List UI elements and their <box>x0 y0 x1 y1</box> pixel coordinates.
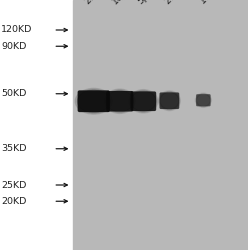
Text: 25KD: 25KD <box>1 180 27 190</box>
Text: 50KD: 50KD <box>1 89 27 98</box>
FancyBboxPatch shape <box>196 94 211 106</box>
Ellipse shape <box>75 88 112 114</box>
FancyBboxPatch shape <box>159 92 179 109</box>
Text: 5μg: 5μg <box>136 0 155 6</box>
Ellipse shape <box>158 91 180 110</box>
Text: 20KD: 20KD <box>1 197 27 206</box>
Bar <box>73 0 248 250</box>
Text: 35KD: 35KD <box>1 144 27 153</box>
Ellipse shape <box>195 93 211 108</box>
Ellipse shape <box>160 92 179 110</box>
FancyBboxPatch shape <box>106 91 133 112</box>
Ellipse shape <box>196 94 211 106</box>
Text: 10μg: 10μg <box>110 0 133 6</box>
Text: 20μg: 20μg <box>83 0 106 6</box>
FancyBboxPatch shape <box>130 92 156 111</box>
Text: 1. 25μg: 1. 25μg <box>198 0 229 6</box>
Ellipse shape <box>106 90 133 112</box>
Ellipse shape <box>130 91 156 112</box>
Ellipse shape <box>129 90 158 113</box>
Ellipse shape <box>77 90 110 113</box>
Text: 120KD: 120KD <box>1 26 33 35</box>
Text: 2. 5μg: 2. 5μg <box>164 0 190 6</box>
Text: 90KD: 90KD <box>1 42 27 51</box>
Ellipse shape <box>104 89 135 114</box>
FancyBboxPatch shape <box>78 90 110 112</box>
